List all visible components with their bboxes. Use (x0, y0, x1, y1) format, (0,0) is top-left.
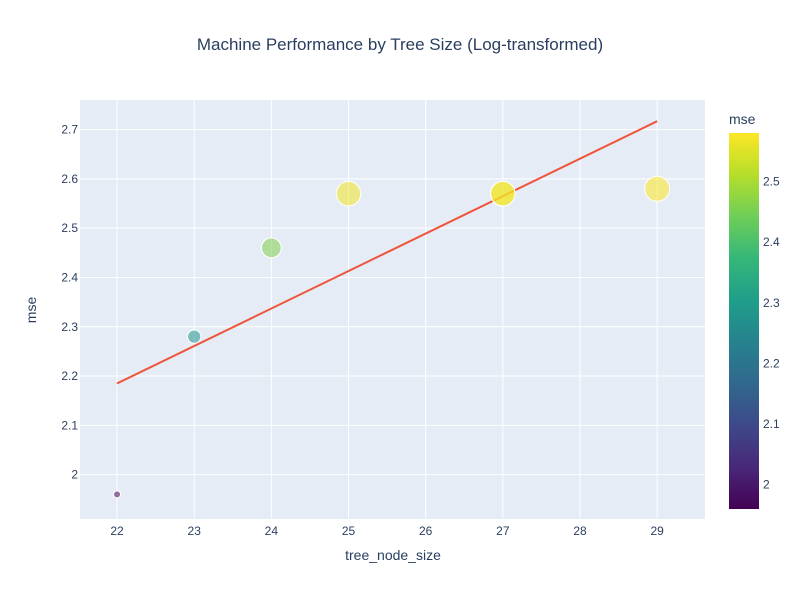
colorbar-tick-label: 2.2 (763, 356, 780, 370)
x-tick-label: 26 (419, 524, 433, 538)
data-point (113, 490, 122, 499)
data-point (335, 180, 362, 207)
y-tick-label: 2.7 (61, 123, 78, 137)
x-tick-labels: 22 23 24 25 26 27 28 29 (110, 524, 664, 538)
colorbar-tick-label: 2.3 (763, 296, 780, 310)
trendline (116, 120, 658, 385)
x-tick-label: 22 (110, 524, 124, 538)
data-point (644, 175, 671, 202)
y-axis-label: mse (23, 297, 39, 324)
y-tick-label: 2.5 (61, 221, 78, 235)
grid-lines (80, 100, 705, 519)
y-tick-label: 2.6 (61, 172, 78, 186)
data-point (187, 329, 202, 344)
x-axis-label: tree_node_size (345, 547, 441, 563)
colorbar-tick-label: 2.5 (763, 175, 780, 189)
colorbar-tick-labels: 2 2.1 2.2 2.3 2.4 2.5 (763, 175, 780, 492)
x-tick-label: 29 (650, 524, 664, 538)
colorbar-tick-label: 2.1 (763, 417, 780, 431)
y-tick-labels: 2 2.1 2.2 2.3 2.4 2.5 2.6 2.7 (61, 123, 78, 482)
plot-background (80, 100, 705, 519)
x-tick-label: 28 (573, 524, 587, 538)
y-tick-label: 2.1 (61, 418, 78, 432)
y-tick-label: 2.4 (61, 270, 78, 284)
x-tick-label: 24 (265, 524, 279, 538)
colorbar-title: mse (729, 111, 756, 127)
points-layer (113, 175, 671, 499)
y-tick-label: 2 (71, 468, 78, 482)
x-tick-label: 25 (342, 524, 356, 538)
trendline-layer (116, 120, 658, 385)
x-tick-label: 27 (496, 524, 510, 538)
colorbar: mse 2 2.1 2.2 2.3 2.4 2.5 (729, 111, 780, 509)
data-point (490, 180, 516, 207)
colorbar-tick-label: 2 (763, 478, 770, 492)
y-tick-label: 2.3 (61, 320, 78, 334)
y-tick-label: 2.2 (61, 369, 78, 383)
colorbar-tick-label: 2.4 (763, 235, 780, 249)
colorbar-gradient (729, 133, 759, 509)
data-point (260, 237, 282, 259)
chart-title: Machine Performance by Tree Size (Log-tr… (197, 35, 603, 54)
x-tick-label: 23 (188, 524, 202, 538)
